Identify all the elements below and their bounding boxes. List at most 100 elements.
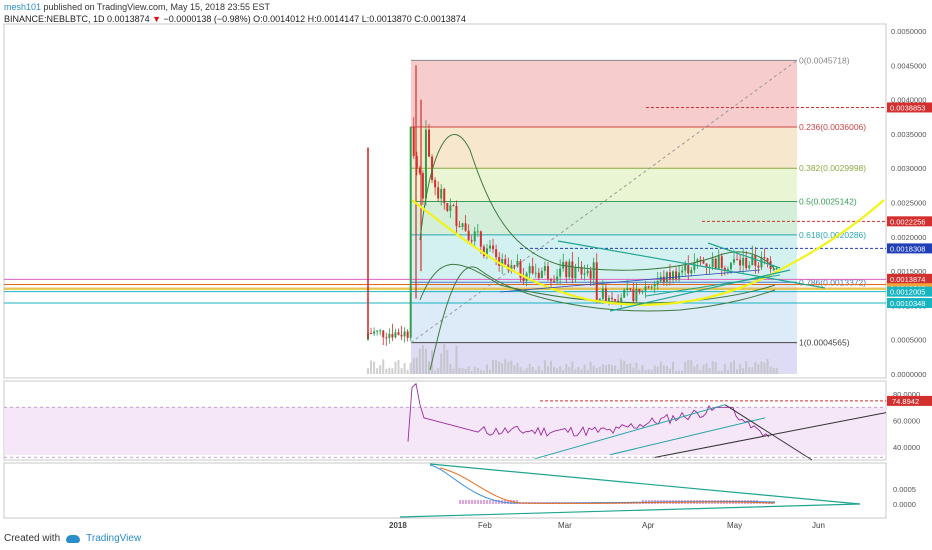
volume-bar [382,359,385,374]
volume-bar [772,368,775,374]
candle-body [434,179,437,188]
volume-bar [620,359,623,374]
candle-body [653,283,656,287]
price-tick-label: 0.0025000 [891,199,926,208]
candle-body [604,288,607,302]
candle-body [403,331,406,337]
tradingview-brand[interactable]: TradingView [86,533,142,544]
candle-body [443,188,446,204]
fib-label-0.5: 0.5(0.0025142) [799,197,857,207]
candle-body [397,332,400,335]
volume-bar [690,360,693,374]
volume-bar [424,348,427,374]
volume-bar [580,369,583,374]
price-label-0.0012005: 0.0012005 [890,288,925,297]
rsi-label-box [887,395,932,406]
volume-bar [653,365,656,374]
volume-bar [394,361,397,374]
volume-bar [714,362,717,374]
candle-body [620,297,623,302]
candle-body [510,265,513,270]
rsi-tick-label: 80.0000 [893,390,920,399]
volume-bar [461,368,464,374]
volume-bar [482,370,485,374]
candle-body [370,332,373,334]
trend-line-top [557,240,826,289]
lower-band-2 [429,266,776,371]
volume-bar [513,365,516,374]
volume-bar [668,368,671,374]
volume-bar [470,370,473,374]
volume-bar [757,364,760,374]
volume-bar [583,364,586,374]
candle-body [644,286,647,291]
volume-bar [678,370,681,374]
fib-zone-4 [411,234,797,283]
candle-body [550,279,552,281]
candle-body [391,333,394,338]
candle-body [449,205,452,211]
author-name[interactable]: mesh101 [4,2,42,12]
volume-bar [434,370,437,374]
candle-body [592,262,595,279]
volume-bar [754,361,757,374]
candle-body [726,269,729,271]
volume-bar [467,366,470,374]
candle-body [455,205,458,227]
volume-bar [595,368,598,374]
candle-body [668,272,671,280]
volume-bar [635,362,638,374]
volume-bar [479,370,482,374]
candle-body [431,156,434,180]
volume-bar [626,364,629,374]
volume-bar [409,362,412,374]
candle-body [617,300,620,302]
candle-body [498,257,501,266]
candle-body [607,297,610,302]
volume-bar [726,369,729,374]
trend-drawings [411,134,885,371]
price-label-0.0018308: 0.0018308 [890,244,925,253]
volume-bar [644,369,647,374]
time-tick-May: May [727,521,742,530]
volume-bar [607,364,610,374]
rsi-trend-4 [654,412,887,458]
candle-body [675,271,678,280]
lower-band [419,263,776,304]
candle-body [482,246,485,256]
candle-body [543,266,546,271]
volume-bar [546,366,549,374]
volume-bar [571,361,574,374]
candle-body [772,268,775,270]
price-tick-label: 0.0040000 [891,96,926,105]
candle-body [513,265,516,267]
candle-body [568,261,571,278]
price-label-box [887,298,932,309]
volume-bar [537,366,540,374]
candle-body [385,337,388,339]
rsi-panel [4,382,887,461]
volume-bar [373,361,376,374]
macd-trend-bottom [399,503,861,518]
candle-body [440,188,443,199]
volume-bar [723,363,726,374]
volume-bar [586,369,589,374]
candle-body [717,256,720,270]
volume-bar [745,361,748,374]
horizontal-lines [4,106,886,304]
volume-bar [659,361,662,374]
volume-bar [729,362,732,374]
fib-label-1: 1(0.0004565) [799,338,850,348]
fib-zone-2 [411,168,797,202]
candle-body [601,288,604,299]
candle-body [739,259,742,266]
time-tick-Mar: Mar [558,521,572,530]
candle-body [611,297,613,300]
volume-bar [611,365,613,374]
candle-body [580,266,583,275]
publish-info: mesh101 published on TradingView.com, Ma… [4,2,270,12]
candle-body [522,277,525,281]
candle-body [690,270,693,274]
candle-body [519,261,522,278]
